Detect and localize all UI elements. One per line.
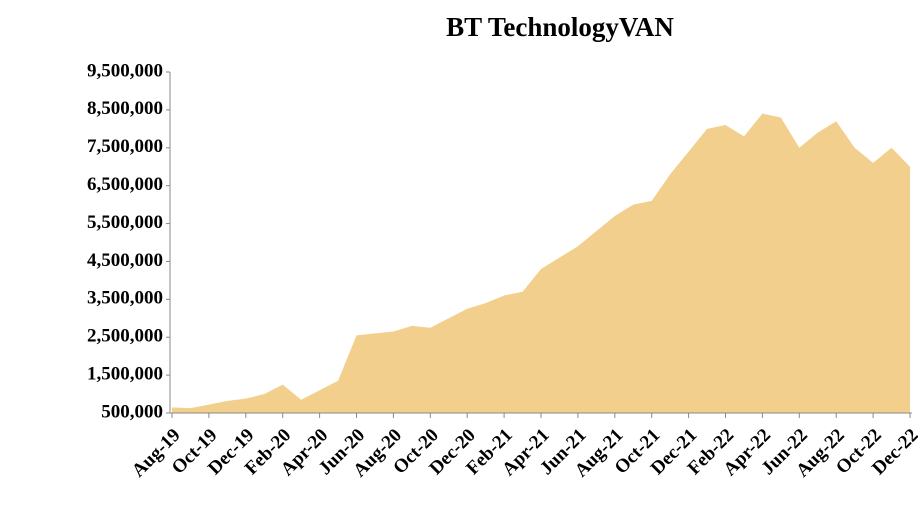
y-tick-label: 3,500,000 [87,288,163,309]
y-tick-label: 8,500,000 [87,98,163,119]
area [172,113,910,413]
y-tick-label: 2,500,000 [87,326,163,347]
y-tick-label: 5,500,000 [87,212,163,233]
y-tick-label: 1,500,000 [87,363,163,384]
chart-title: BT TechnologyVAN [446,12,674,42]
y-tick-label: 6,500,000 [87,174,163,195]
y-tick-label: 4,500,000 [87,250,163,271]
y-tick-label: 9,500,000 [87,60,163,81]
y-tick-label: 500,000 [101,401,163,422]
y-tick-label: 7,500,000 [87,136,163,157]
